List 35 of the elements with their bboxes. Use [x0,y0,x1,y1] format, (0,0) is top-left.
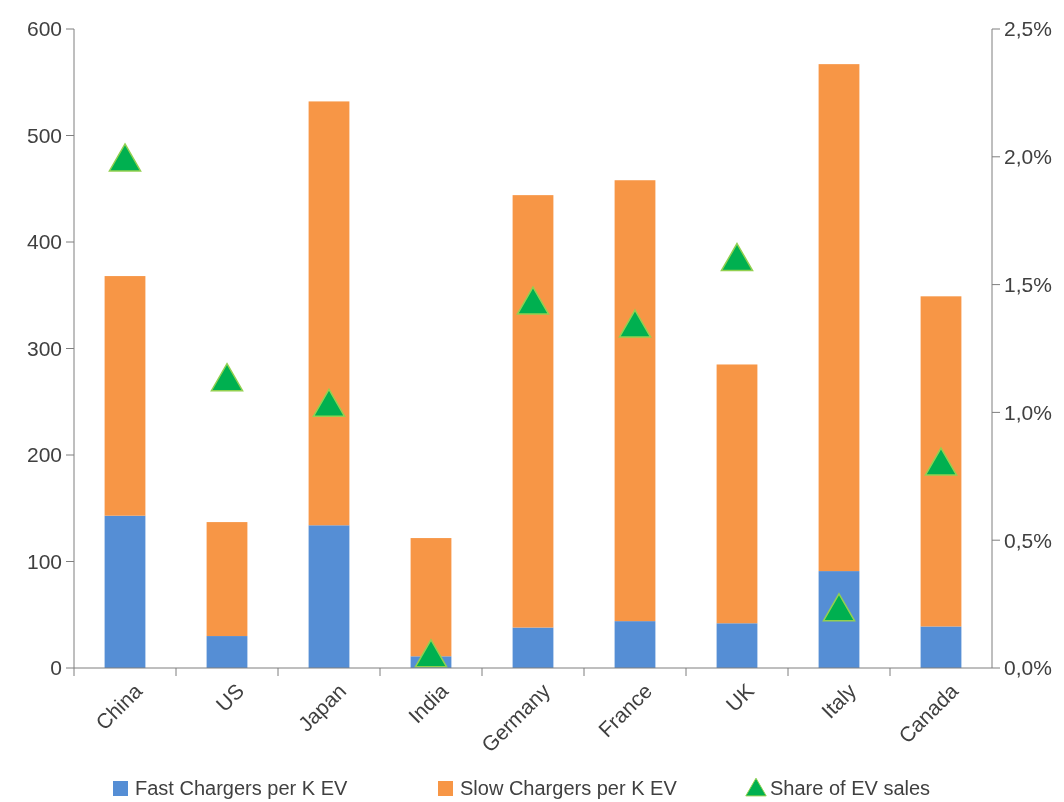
bar [104,515,146,668]
bar [614,621,656,668]
bar [716,623,758,668]
y2-tick-label: 2,0% [1004,145,1052,169]
bar [512,195,554,628]
bar [308,525,350,668]
bar [410,538,452,657]
y-tick-label: 500 [26,123,62,147]
y-tick-label: 400 [26,230,62,254]
bar [614,180,656,622]
y2-tick-label: 0,0% [1004,656,1052,680]
y2-tick-label: 1,0% [1004,400,1052,424]
x-tick-label: Italy [816,678,861,723]
bar [206,636,248,668]
bar [512,627,554,668]
bar [308,101,350,526]
x-tick-label: UK [721,678,759,716]
bar [920,626,962,668]
bar [716,364,758,624]
bar [206,522,248,637]
y-tick-label: 0 [50,656,62,680]
y-tick-label: 600 [26,17,62,41]
bar [818,64,860,572]
y2-tick-label: 2,5% [1004,17,1052,41]
y-tick-label: 200 [26,443,62,467]
y2-tick-label: 0,5% [1004,528,1052,552]
y2-tick-label: 1,5% [1004,272,1052,296]
y-tick-label: 300 [26,336,62,360]
bar [920,296,962,627]
bar [104,276,146,516]
x-tick-label: US [211,678,249,716]
legend-label: Slow Chargers per K EV [460,777,678,799]
legend-label: Fast Chargers per K EV [135,777,348,799]
legend-label: Share of EV sales [770,777,931,799]
y-tick-label: 100 [26,549,62,573]
